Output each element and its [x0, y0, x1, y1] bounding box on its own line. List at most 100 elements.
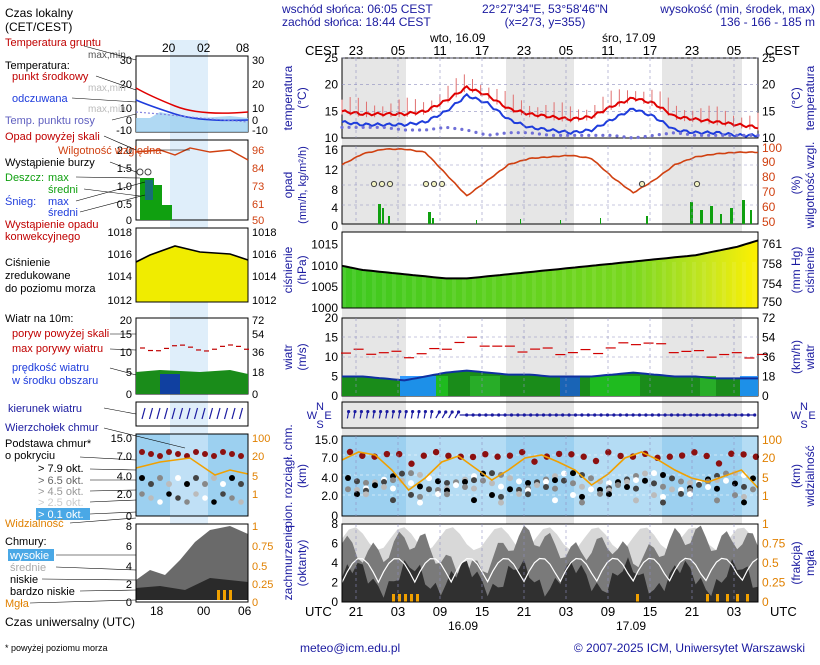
wind-ytick-r: 72: [762, 311, 776, 325]
press-stripe: [752, 262, 756, 308]
dew-point: [580, 133, 584, 137]
svg-text:S: S: [316, 419, 323, 431]
temperature-marks: [340, 57, 760, 140]
legend-wind-dir: kierunek wiatru: [8, 403, 82, 415]
legend-footnote: * powyżej poziomu morza: [5, 643, 108, 653]
wind-arrow-head: [398, 409, 402, 414]
legend-visibility: Widzialność: [5, 518, 64, 530]
cloud-base-dot: [570, 492, 576, 499]
night-band-1: [342, 58, 406, 602]
legend-cl-low: niskie: [10, 574, 38, 586]
press-stripe: [572, 262, 576, 308]
legend-gust-max: max porywy wiatru: [12, 343, 103, 355]
legend-cover-1: > 7.9 okt.: [38, 463, 84, 475]
cloud-base-dot: [741, 493, 747, 500]
legend-precip-title: Opad powyżej skali: [5, 131, 100, 143]
rain-bar: [432, 218, 434, 224]
bottom-hour-03: 03: [391, 604, 405, 619]
cloud-base-dot: [462, 484, 468, 491]
cloud-base-dot: [552, 477, 558, 484]
legend-base-dot: [193, 491, 199, 497]
svg-text:S: S: [800, 419, 807, 431]
legend-wind-area2: [160, 374, 180, 394]
legend-gust-over: poryw powyżej skali: [12, 328, 109, 340]
press-ytick: 1010: [311, 259, 338, 273]
wind-direction-panel: N W E S N W E S: [307, 401, 816, 431]
cloud-top-dot: [469, 453, 477, 461]
press-stripe: [372, 262, 376, 308]
legend-top-dot: [211, 453, 217, 459]
dew-point: [410, 128, 415, 132]
bottom-tz-left: UTC: [305, 604, 332, 619]
fog-bar: [416, 594, 419, 602]
temp-ytick: 20: [325, 78, 339, 92]
dew-point: [340, 125, 344, 129]
legend-cover-5-bg: [36, 508, 90, 520]
wind-unit-r: (km/h): [789, 340, 803, 374]
bottom-hour-15: 15: [475, 604, 489, 619]
legend-temp-ytick-r: 0: [252, 115, 258, 127]
legend-snow-bar: [145, 180, 153, 200]
legend-humid-ytick: 61: [252, 199, 264, 211]
legend-rain-bar3: [162, 205, 172, 220]
storm-mark: [370, 180, 378, 188]
wind-ytick: 10: [325, 350, 339, 364]
night-band-3: [662, 58, 742, 602]
wind-ytick: 0: [331, 389, 338, 403]
wind-arrow-head: [450, 410, 454, 414]
dew-point: [403, 128, 408, 132]
legend-press-ytick-r: 1018: [252, 227, 276, 239]
cloud-cover-marks: [341, 525, 759, 602]
wind-ytick-r: 54: [762, 331, 776, 345]
legend-cover-3: > 4.5 okt.: [38, 486, 84, 498]
legend-base-dot: [157, 499, 163, 505]
cloud-base-dot: [714, 485, 720, 492]
temp-ytick-r: 10: [762, 131, 776, 145]
cloud-top-dot: [531, 458, 538, 465]
cloud-base-dot: [750, 486, 756, 493]
bottom-day2: 17.09: [616, 619, 646, 633]
cloud-top-dot: [678, 452, 686, 459]
footer-email[interactable]: meteo@icm.edu.pl: [300, 641, 400, 655]
press-stripe: [582, 262, 586, 308]
cloud-ytick: 4.0: [321, 471, 338, 485]
fog-bar: [726, 594, 729, 602]
cloud-base-dot: [669, 475, 675, 482]
legend-vis-ytick: 1: [252, 489, 258, 501]
legend-wind-arrow: [231, 407, 236, 420]
fog-bar: [706, 594, 709, 602]
top-day1: wto, 16.09: [429, 31, 486, 45]
legend-cl-mid: średnie: [10, 562, 46, 574]
rain-bar: [520, 219, 521, 224]
press-stripe: [462, 262, 466, 308]
cloud-base-dot: [606, 491, 612, 498]
dew-point: [657, 133, 661, 137]
dew-point: [566, 133, 570, 137]
legend-wind-ytick-r: 36: [252, 347, 264, 359]
cloud-base-dot: [480, 477, 486, 484]
cloud-base-dot: [651, 492, 657, 499]
legend-precip-ytick: 0: [126, 215, 132, 227]
cover-label-r: mgła: [803, 550, 817, 576]
legend-temp-ytick-r: -10: [252, 125, 268, 137]
dew-point: [636, 135, 640, 139]
press-stripe: [452, 262, 456, 308]
legend-top-dot: [238, 453, 244, 459]
cloud-base-dot: [561, 470, 567, 477]
storm-mark: [638, 180, 646, 188]
legend-precip-ytick: 1.0: [117, 181, 132, 193]
vis-ytick: 1: [762, 489, 769, 503]
cloud-base-dot: [687, 479, 693, 486]
press-stripe: [692, 262, 696, 308]
legend-cl-vlow: bardzo niskie: [10, 586, 75, 598]
temp-ytick: 10: [325, 131, 339, 145]
dew-point: [354, 125, 358, 129]
fog-bar: [746, 594, 749, 602]
cloud-base-dot: [363, 479, 369, 486]
cloud-base-dot: [579, 499, 585, 506]
legend-base-dot: [148, 495, 154, 501]
dew-point: [544, 133, 549, 137]
cloud-unit-l: (km): [295, 464, 309, 488]
legend-wind-ytick-r: 18: [252, 367, 264, 379]
